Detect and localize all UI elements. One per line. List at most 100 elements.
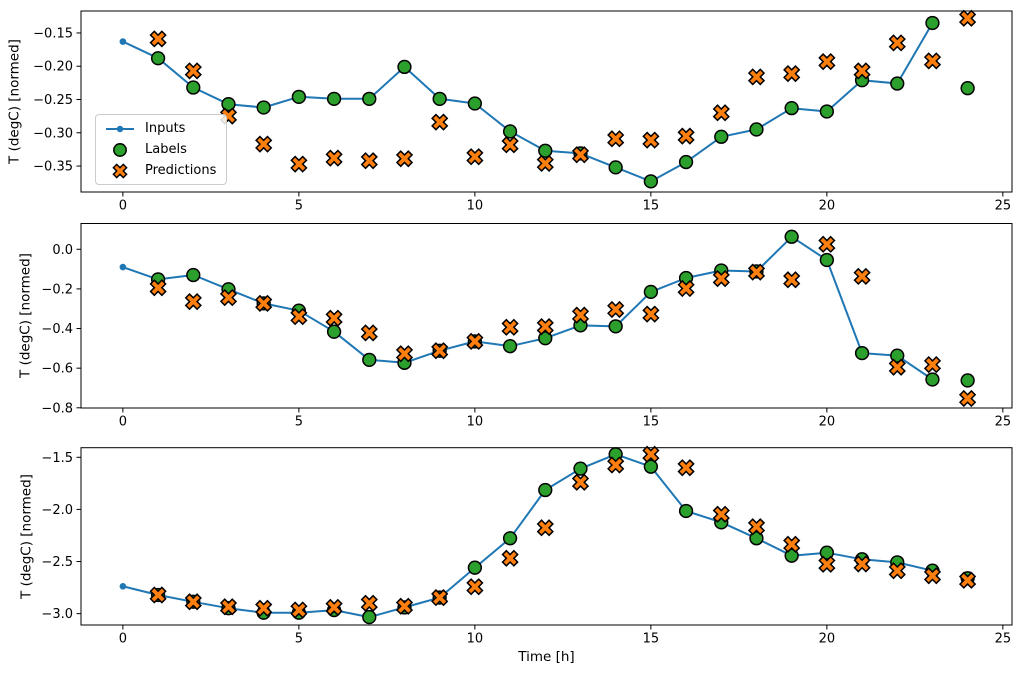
- labels-marker: [678, 503, 694, 519]
- labels-marker: [397, 59, 412, 75]
- x-tick-label: 20: [819, 632, 836, 647]
- labels-marker: [150, 51, 166, 66]
- labels-marker: [502, 339, 518, 354]
- x-tick-label: 25: [995, 632, 1012, 647]
- inputs-line-icon: [106, 125, 134, 132]
- legend-item-labels: Labels: [104, 140, 216, 159]
- labels-marker: [538, 143, 553, 158]
- labels-marker: [538, 482, 553, 498]
- x-axis-label: Time [h]: [518, 649, 575, 665]
- predictions-marker: [360, 152, 378, 170]
- predictions-marker: [888, 562, 906, 580]
- labels-marker: [854, 345, 870, 361]
- predictions-x-icon: [112, 162, 128, 179]
- predictions-marker: [677, 459, 695, 477]
- x-tick-label: 10: [467, 415, 484, 430]
- labels-marker: [538, 331, 553, 346]
- labels-marker: [643, 459, 659, 474]
- inputs-line: [122, 235, 934, 381]
- predictions-marker: [571, 146, 590, 164]
- predictions-marker: [395, 150, 414, 168]
- predictions-marker: [923, 355, 942, 374]
- y-tick-label: −3.0: [41, 607, 73, 622]
- x-tick-label: 5: [295, 199, 303, 214]
- labels-marker: [960, 373, 975, 388]
- y-tick-label: −0.6: [41, 362, 73, 377]
- y-axis-label-top: T (degC) [normed]: [6, 39, 23, 164]
- labels-marker: [467, 560, 483, 575]
- x-tick-label: 5: [295, 632, 303, 647]
- predictions-marker: [607, 456, 625, 474]
- labels-marker: [186, 267, 201, 283]
- predictions-marker: [607, 130, 625, 148]
- predictions-marker: [325, 149, 343, 167]
- labels-marker: [432, 91, 447, 106]
- x-tick-label: 15: [643, 415, 660, 430]
- labels-marker: [643, 284, 659, 300]
- y-tick-label: −0.30: [33, 126, 73, 141]
- predictions-marker: [642, 305, 660, 323]
- y-axis-label-bottom: T (degC) [normed]: [18, 474, 35, 599]
- predictions-marker: [677, 127, 695, 145]
- subplot-bottom: 0 5 10 15 20 25 −1.5 −2.0 −2.5 −3.0: [41, 445, 1013, 647]
- labels-marker: [608, 319, 623, 334]
- labels-marker: [890, 76, 905, 91]
- labels-marker: [819, 252, 835, 268]
- inputs-point-marker: [119, 583, 127, 590]
- predictions-marker: [958, 9, 977, 27]
- y-tick-label: −2.5: [41, 555, 73, 570]
- predictions-marker: [853, 555, 871, 573]
- labels-marker: [502, 531, 518, 546]
- predictions-marker: [149, 279, 167, 297]
- labels-marker: [608, 160, 623, 175]
- labels-marker: [221, 97, 236, 112]
- labels-marker: [362, 609, 377, 625]
- legend-label-predictions: Predictions: [145, 163, 217, 178]
- predictions-marker: [853, 267, 871, 286]
- predictions-marker: [783, 64, 801, 83]
- legend-item-inputs: Inputs: [104, 119, 216, 138]
- predictions-marker: [571, 473, 590, 491]
- axes-spines: [80, 10, 1013, 193]
- predictions-marker: [325, 598, 343, 617]
- axes-spines: [80, 447, 1013, 626]
- predictions-marker: [783, 271, 801, 289]
- x-tick-label: 10: [467, 632, 484, 647]
- predictions-marker: [712, 505, 730, 523]
- predictions-marker: [853, 62, 871, 80]
- predictions-marker: [818, 52, 836, 71]
- predictions-marker: [501, 549, 519, 567]
- predictions-marker: [255, 599, 273, 617]
- labels-marker: [678, 154, 694, 170]
- predictions-marker: [184, 62, 202, 80]
- predictions-marker: [783, 535, 801, 553]
- subplot-middle: 0 5 10 15 20 25 0.0 −0.2 −0.4 −0.6 −0.8: [41, 223, 1013, 430]
- predictions-marker: [431, 342, 449, 360]
- predictions-marker: [536, 317, 554, 336]
- predictions-marker: [818, 555, 836, 573]
- predictions-marker: [536, 154, 554, 173]
- labels-marker: [291, 89, 307, 104]
- legend-label-inputs: Inputs: [145, 121, 186, 136]
- inputs-line: [122, 22, 934, 183]
- labels-marker: [925, 15, 940, 31]
- y-tick-label: −0.25: [33, 93, 73, 108]
- labels-marker: [714, 129, 729, 144]
- predictions-marker: [642, 131, 660, 149]
- y-tick-label: −0.8: [41, 401, 73, 416]
- predictions-marker: [219, 598, 238, 616]
- predictions-marker: [431, 113, 449, 131]
- predictions-marker: [184, 292, 202, 311]
- predictions-marker: [325, 309, 343, 327]
- labels-circle-icon: [113, 142, 127, 157]
- labels-marker: [362, 91, 377, 106]
- predictions-marker: [747, 263, 766, 281]
- labels-marker: [749, 122, 764, 137]
- predictions-marker: [923, 567, 942, 585]
- labels-marker: [819, 104, 835, 119]
- predictions-marker: [290, 307, 308, 326]
- predictions-marker: [395, 597, 414, 615]
- y-axis-label-middle: T (degC) [normed]: [17, 253, 34, 378]
- labels-marker: [326, 324, 342, 339]
